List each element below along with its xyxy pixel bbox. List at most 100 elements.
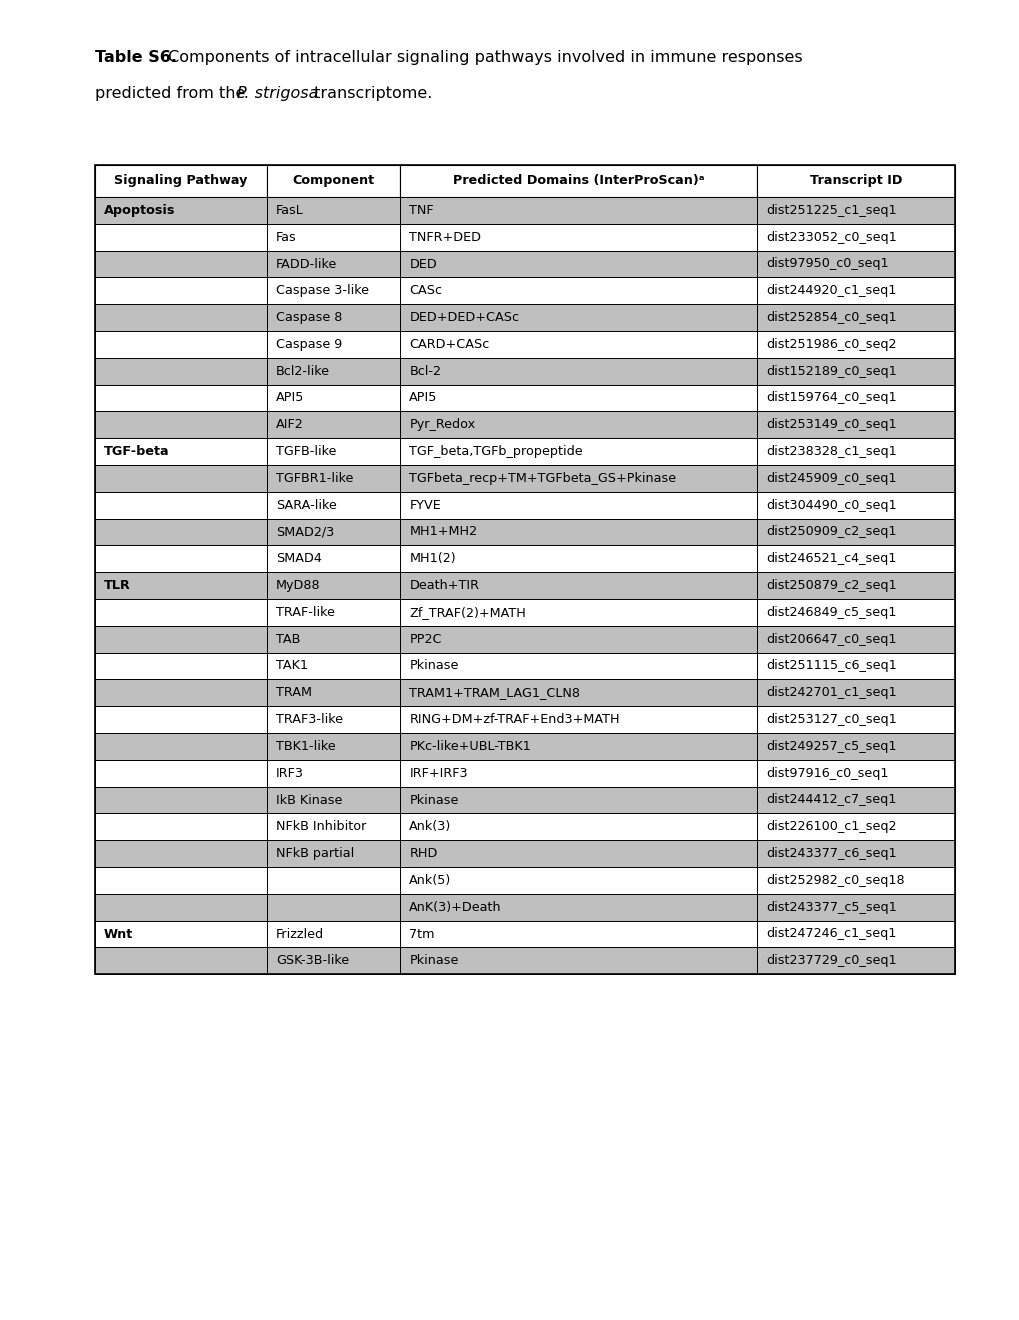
Text: NFkB Inhibitor: NFkB Inhibitor — [276, 820, 366, 833]
Text: SARA-like: SARA-like — [276, 499, 336, 512]
Bar — [399, 492, 756, 519]
Bar — [399, 787, 756, 813]
Bar — [399, 165, 756, 197]
Bar — [95, 813, 267, 841]
Text: dist244920_c1_seq1: dist244920_c1_seq1 — [765, 284, 896, 297]
Bar — [267, 894, 399, 920]
Text: dist237729_c0_seq1: dist237729_c0_seq1 — [765, 954, 896, 968]
Text: TGF-beta: TGF-beta — [104, 445, 169, 458]
Bar — [399, 920, 756, 948]
Bar — [95, 706, 267, 733]
Bar — [756, 438, 954, 465]
Text: dist233052_c0_seq1: dist233052_c0_seq1 — [765, 231, 896, 244]
Text: dist206647_c0_seq1: dist206647_c0_seq1 — [765, 632, 896, 645]
Text: SMAD4: SMAD4 — [276, 552, 322, 565]
Text: IkB Kinase: IkB Kinase — [276, 793, 342, 807]
Bar — [756, 706, 954, 733]
Bar — [267, 813, 399, 841]
Text: TGFBR1-like: TGFBR1-like — [276, 471, 353, 484]
Bar — [95, 920, 267, 948]
Bar — [95, 165, 267, 197]
Text: MH1(2): MH1(2) — [409, 552, 455, 565]
Bar — [95, 277, 267, 304]
Bar — [399, 841, 756, 867]
Text: dist252854_c0_seq1: dist252854_c0_seq1 — [765, 312, 896, 325]
Bar — [95, 165, 954, 974]
Bar — [756, 331, 954, 358]
Bar — [399, 412, 756, 438]
Bar — [95, 384, 267, 412]
Text: dist251225_c1_seq1: dist251225_c1_seq1 — [765, 203, 896, 216]
Text: Component: Component — [292, 174, 374, 187]
Bar — [95, 519, 267, 545]
Text: TLR: TLR — [104, 579, 130, 593]
Text: Table S6.: Table S6. — [95, 50, 177, 65]
Bar — [267, 948, 399, 974]
Bar — [267, 197, 399, 224]
Bar — [267, 545, 399, 572]
Text: Transcript ID: Transcript ID — [809, 174, 902, 187]
Text: dist250909_c2_seq1: dist250909_c2_seq1 — [765, 525, 896, 539]
Bar — [267, 224, 399, 251]
Text: PP2C: PP2C — [409, 632, 441, 645]
Bar — [399, 438, 756, 465]
Text: TRAM: TRAM — [276, 686, 312, 700]
Bar — [399, 948, 756, 974]
Bar — [95, 251, 267, 277]
Bar — [756, 680, 954, 706]
Bar — [399, 331, 756, 358]
Bar — [756, 384, 954, 412]
Bar — [267, 438, 399, 465]
Bar — [756, 652, 954, 680]
Bar — [267, 680, 399, 706]
Text: TNFR+DED: TNFR+DED — [409, 231, 481, 244]
Bar — [267, 304, 399, 331]
Bar — [95, 680, 267, 706]
Text: FADD-like: FADD-like — [276, 257, 337, 271]
Bar — [95, 787, 267, 813]
Text: dist226100_c1_seq2: dist226100_c1_seq2 — [765, 820, 896, 833]
Bar — [95, 412, 267, 438]
Text: Bcl2-like: Bcl2-like — [276, 364, 330, 378]
Bar — [95, 545, 267, 572]
Text: API5: API5 — [276, 392, 304, 404]
Bar — [756, 358, 954, 384]
Bar — [399, 706, 756, 733]
Bar — [756, 894, 954, 920]
Bar — [756, 251, 954, 277]
Bar — [756, 733, 954, 760]
Bar — [95, 867, 267, 894]
Text: Ank(5): Ank(5) — [409, 874, 451, 887]
Text: Frizzled: Frizzled — [276, 928, 324, 940]
Text: AIF2: AIF2 — [276, 418, 304, 432]
Text: DED+DED+CASc: DED+DED+CASc — [409, 312, 519, 325]
Bar — [267, 706, 399, 733]
Text: dist159764_c0_seq1: dist159764_c0_seq1 — [765, 392, 896, 404]
Text: FYVE: FYVE — [409, 499, 440, 512]
Bar — [267, 384, 399, 412]
Bar — [267, 733, 399, 760]
Bar — [267, 841, 399, 867]
Text: dist152189_c0_seq1: dist152189_c0_seq1 — [765, 364, 896, 378]
Bar — [267, 572, 399, 599]
Bar — [267, 787, 399, 813]
Text: Zf_TRAF(2)+MATH: Zf_TRAF(2)+MATH — [409, 606, 526, 619]
Text: dist252982_c0_seq18: dist252982_c0_seq18 — [765, 874, 904, 887]
Text: dist253127_c0_seq1: dist253127_c0_seq1 — [765, 713, 896, 726]
Bar — [95, 599, 267, 626]
Text: Caspase 9: Caspase 9 — [276, 338, 342, 351]
Text: dist251986_c0_seq2: dist251986_c0_seq2 — [765, 338, 896, 351]
Bar — [399, 545, 756, 572]
Bar — [95, 894, 267, 920]
Bar — [756, 760, 954, 787]
Text: NFkB partial: NFkB partial — [276, 847, 354, 861]
Text: TRAF-like: TRAF-like — [276, 606, 334, 619]
Text: API5: API5 — [409, 392, 437, 404]
Bar — [756, 948, 954, 974]
Text: 7tm: 7tm — [409, 928, 434, 940]
Text: dist250879_c2_seq1: dist250879_c2_seq1 — [765, 579, 896, 593]
Bar — [756, 519, 954, 545]
Text: Bcl-2: Bcl-2 — [409, 364, 441, 378]
Text: Ank(3): Ank(3) — [409, 820, 451, 833]
Text: dist246521_c4_seq1: dist246521_c4_seq1 — [765, 552, 896, 565]
